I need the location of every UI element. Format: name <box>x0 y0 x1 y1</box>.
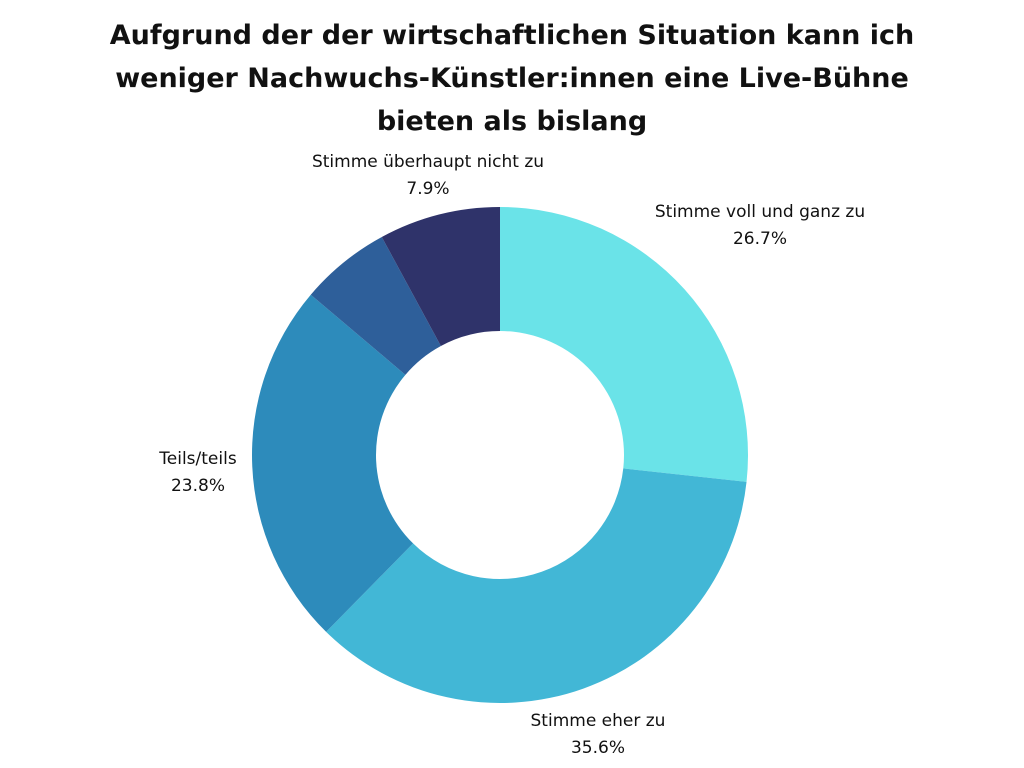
label-stimme-voll-und-ganz-zu-value: 26.7% <box>733 229 787 249</box>
chart-title-line-2: weniger Nachwuchs-Künstler:innen eine Li… <box>115 63 909 94</box>
label-stimme-ueberhaupt-nicht-zu-name: Stimme überhaupt nicht zu <box>312 152 544 172</box>
label-teils-teils-value: 23.8% <box>171 476 225 496</box>
label-stimme-eher-zu-name: Stimme eher zu <box>531 711 666 731</box>
chart-title: Aufgrund der der wirtschaftlichen Situat… <box>62 14 962 143</box>
slice-stimme-voll-und-ganz-zu <box>500 207 748 482</box>
slice-stimme-ueberhaupt-nicht-zu <box>381 207 500 346</box>
slice-teils-teils <box>251 294 414 632</box>
slice-stimme-eher-zu <box>326 468 747 703</box>
slice-stimme-eher-nicht-zu <box>310 236 441 375</box>
label-stimme-voll-und-ganz-zu-name: Stimme voll und ganz zu <box>655 202 865 222</box>
label-teils-teils-name: Teils/teils <box>158 449 237 469</box>
label-stimme-ueberhaupt-nicht-zu-value: 7.9% <box>406 179 449 199</box>
chart-title-line-1: Aufgrund der der wirtschaftlichen Situat… <box>109 20 915 51</box>
donut-slices <box>251 207 748 703</box>
chart-title-line-3: bieten als bislang <box>376 106 648 137</box>
label-stimme-eher-zu-value: 35.6% <box>571 738 625 758</box>
